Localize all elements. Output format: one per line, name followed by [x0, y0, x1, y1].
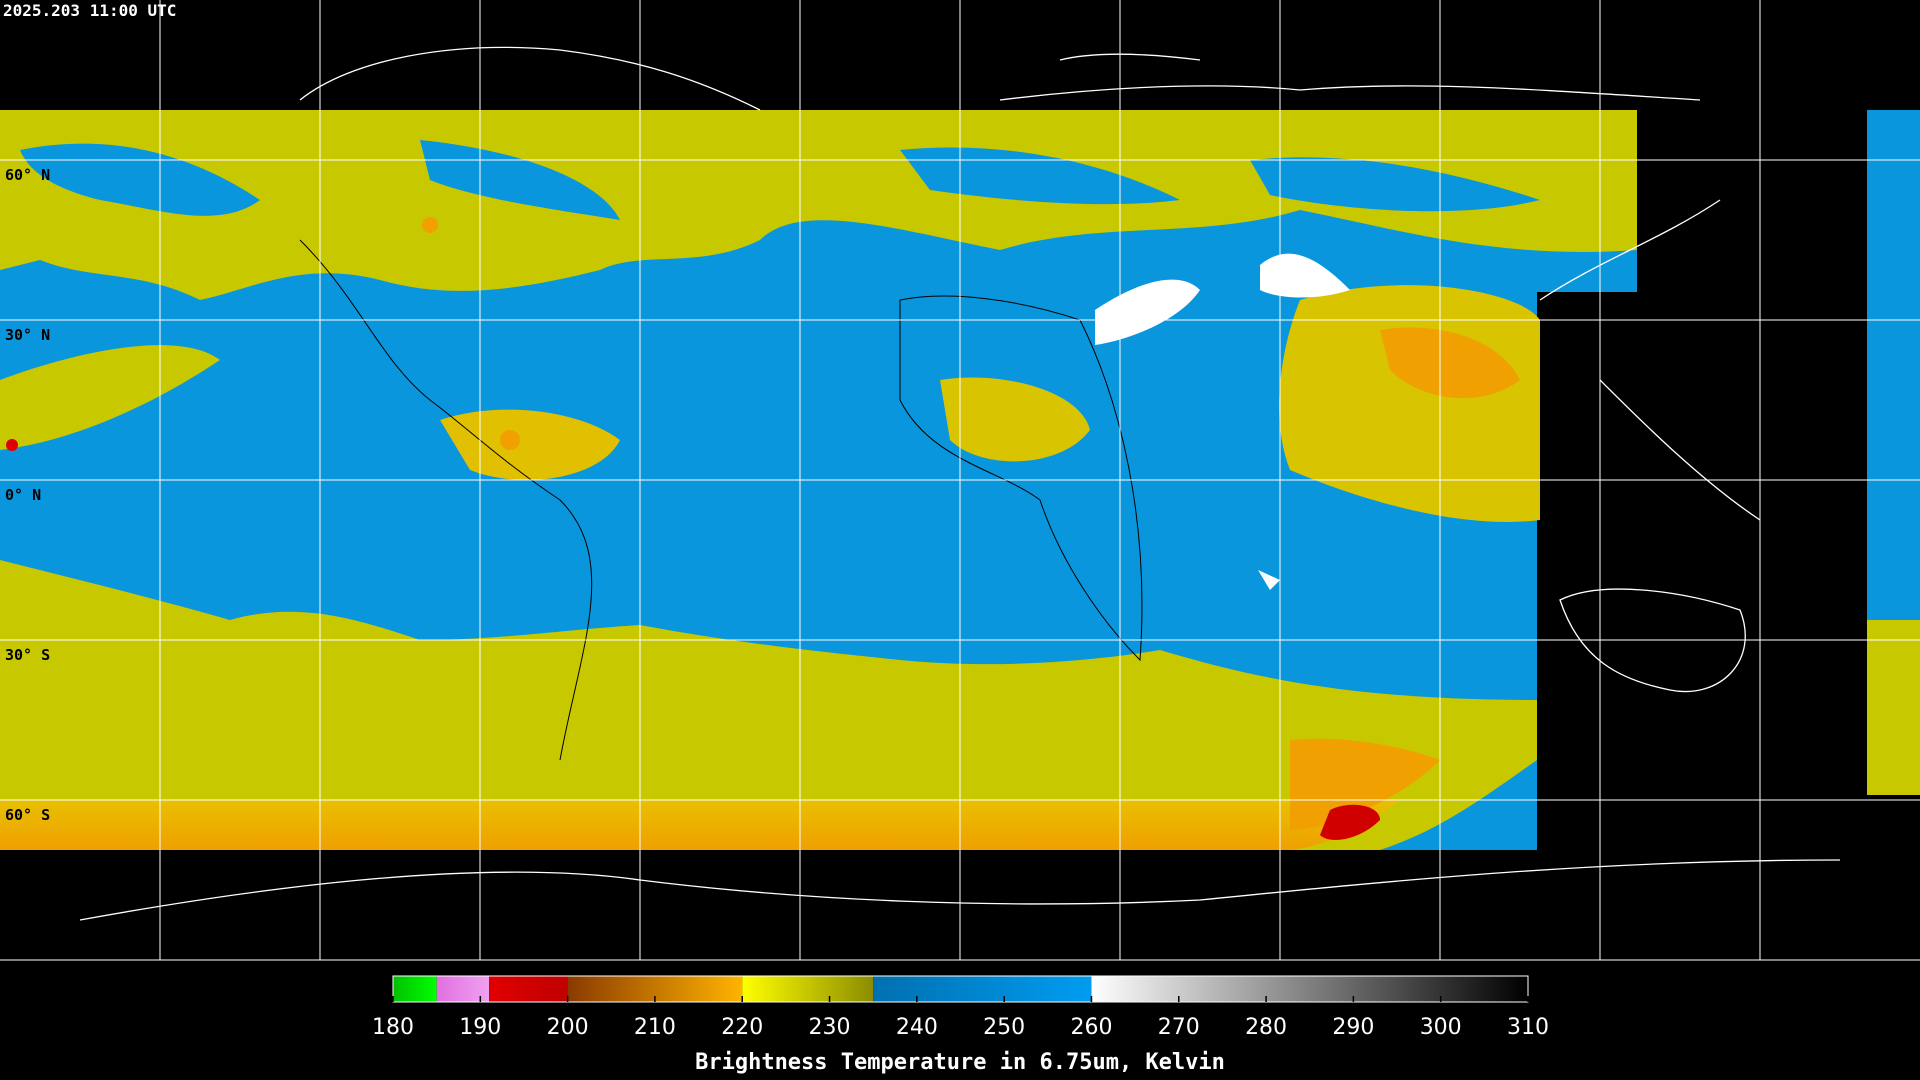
moist-region: [20, 143, 260, 216]
convection: [440, 409, 620, 480]
graticule: [0, 0, 1920, 961]
colorbar-tick-label: 190: [459, 1015, 501, 1040]
colorbar-tick-label: 250: [983, 1015, 1025, 1040]
colorbar: Brightness Temperature in 6.75um, Kelvin…: [372, 975, 1549, 1075]
coastline: [1539, 199, 1761, 693]
colorbar-tick-label: 310: [1507, 1015, 1549, 1040]
cold-band: [1290, 738, 1440, 830]
very-dry-spot: [1258, 570, 1280, 590]
colorbar-segment: [393, 976, 437, 1002]
colorbar-tick-label: 280: [1245, 1015, 1287, 1040]
moist-region: [900, 147, 1180, 205]
colorbar-tick-label: 240: [896, 1015, 938, 1040]
convection: [940, 377, 1090, 462]
colorbar-tick-label: 290: [1332, 1015, 1374, 1040]
dry-band: [1867, 620, 1920, 795]
moist-region: [1250, 157, 1540, 212]
dry-band: [0, 560, 1537, 850]
latitude-label: 0° N: [5, 486, 41, 504]
cold-tops: [1380, 327, 1520, 399]
colorbar-tick-label: 180: [372, 1015, 414, 1040]
colorbar-tick-label: 300: [1420, 1015, 1462, 1040]
colorbar-tick-label: 210: [634, 1015, 676, 1040]
colorbar-tick-label: 230: [809, 1015, 851, 1040]
colorbar-segment: [436, 976, 490, 1002]
timestamp: 2025.203 11:00 UTC: [3, 1, 176, 20]
colorbar-label: Brightness Temperature in 6.75um, Kelvin: [695, 1050, 1225, 1075]
very-dry-spot: [1260, 253, 1350, 298]
latitude-label: 60° S: [5, 806, 50, 824]
colorbar-frame: [392, 975, 1529, 1003]
very-dry-spot: [1095, 279, 1200, 345]
colorbar-tick-label: 270: [1158, 1015, 1200, 1040]
coastline: [299, 46, 1701, 111]
colorbar-segment: [742, 976, 874, 1002]
colorbar-tick-label: 260: [1070, 1015, 1112, 1040]
coastlines: [79, 46, 1841, 921]
latitude-label: 30° S: [5, 646, 50, 664]
colorbar-tick-label: 200: [547, 1015, 589, 1040]
colorbar-segment: [873, 976, 1092, 1002]
latitude-label: 30° N: [5, 326, 50, 344]
cold-band: [0, 800, 1400, 850]
colorbar-segment: [1091, 976, 1528, 1002]
cold-tops: [422, 217, 438, 233]
cold-tops: [500, 430, 520, 450]
latitude-label: 60° N: [5, 166, 50, 184]
cold-tops: [6, 439, 18, 451]
convection: [0, 345, 220, 450]
coastline: [79, 859, 1841, 921]
cold-tops: [1320, 804, 1380, 840]
coastline: [299, 239, 1143, 761]
colorbar-segment: [489, 976, 568, 1002]
colorbar-tick-label: 220: [721, 1015, 763, 1040]
dry-band: [0, 110, 1637, 300]
